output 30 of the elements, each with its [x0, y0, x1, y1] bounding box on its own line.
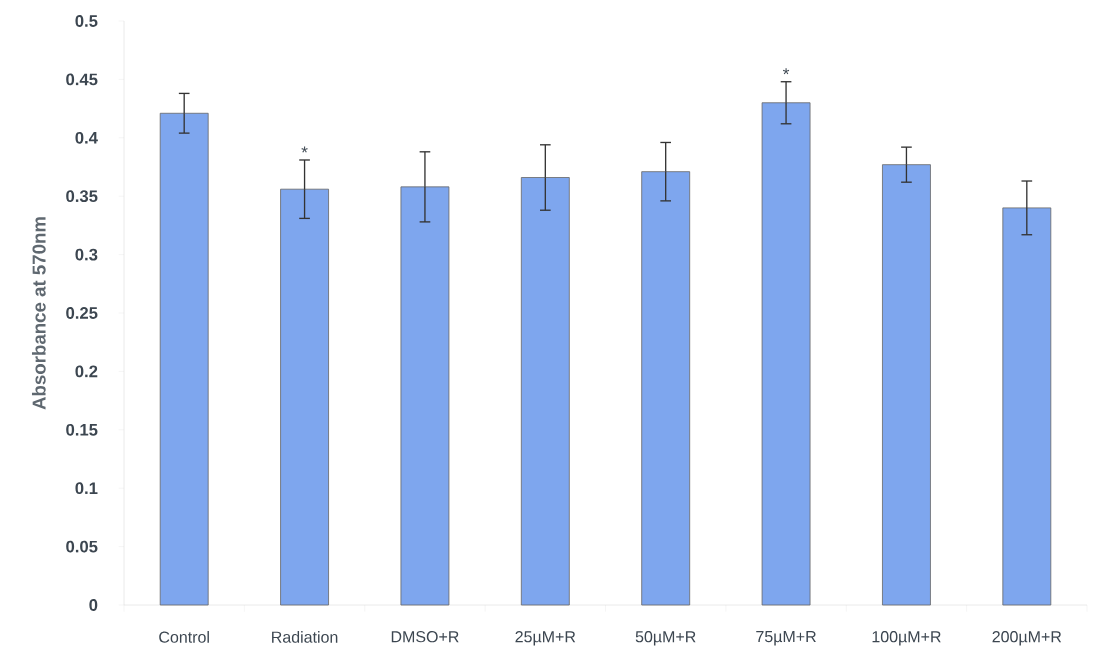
y-tick-label: 0 [89, 599, 98, 611]
y-tick-label: 0.25 [66, 307, 98, 319]
x-tick-label: Control [159, 631, 209, 643]
bar [400, 186, 450, 606]
bar [761, 102, 811, 606]
annotation: * [301, 146, 308, 153]
y-tick-label: 0.4 [75, 131, 98, 144]
x-tick-label: DMSO+R [391, 631, 459, 643]
y-tick-label: 0.1 [75, 482, 98, 495]
y-tick-label: 0.5 [75, 15, 98, 27]
y-tick-label: 0.45 [66, 73, 98, 86]
y-tick-label: 0.3 [75, 248, 98, 261]
annotation: * [782, 68, 790, 75]
bar [641, 171, 691, 606]
bar [520, 177, 570, 606]
x-tick-label: 200µM+R [992, 631, 1062, 646]
x-tick-label: 75µM+R [756, 631, 816, 646]
x-tick-label: 100µM+R [872, 631, 941, 646]
y-tick-label: 0.2 [75, 365, 98, 378]
bar [280, 188, 329, 606]
x-tick-label: Radiation [272, 631, 338, 643]
x-tick-label: 25µM+R [515, 631, 576, 646]
bar [1002, 207, 1052, 606]
bar [159, 112, 209, 606]
x-tick-label: 50µM+R [635, 631, 696, 646]
y-tick-label: 0.05 [66, 540, 98, 553]
y-tick-label: 0.35 [66, 190, 98, 203]
y-tick-label: 0.15 [66, 423, 98, 436]
y-axis-title: Absorbance at 570nm [31, 217, 46, 410]
bar [882, 164, 931, 606]
